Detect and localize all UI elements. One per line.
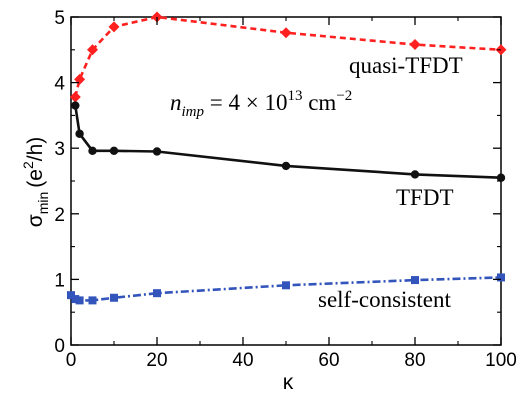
ticks-layer: 0 20 40 60 80 100 0 1 2 3 4 5 (54, 8, 516, 371)
series-label-self-consistent: self-consistent (318, 287, 451, 312)
series-2 (67, 273, 505, 305)
x-tick-label: 20 (146, 350, 167, 371)
annotation-base: n (170, 90, 182, 115)
annotation-sub: imp (182, 104, 205, 120)
y-tick-label: 3 (54, 139, 65, 160)
x-axis-label: κ (283, 371, 294, 394)
annotation-sup: 13 (287, 88, 302, 104)
data-point (87, 44, 98, 56)
data-point (280, 27, 292, 39)
data-point (88, 296, 97, 305)
y-axis-label-unit-end: /h) (24, 137, 47, 162)
y-axis-label: σmin (e2/h) (20, 137, 51, 228)
x-tick-label: 40 (232, 350, 253, 371)
y-tick-label: 1 (54, 270, 65, 291)
data-point (75, 129, 84, 138)
y-axis-label-main: σ (24, 214, 47, 227)
series-1 (71, 101, 506, 182)
data-point (88, 146, 97, 156)
y-tick-label: 4 (54, 74, 65, 95)
x-tick-label: 100 (485, 350, 517, 371)
data-point (411, 276, 419, 285)
y-axis-label-sup: 2 (20, 161, 36, 169)
data-point (153, 289, 161, 298)
x-tick-label: 80 (404, 350, 425, 371)
annotation-unit-sup: −2 (336, 88, 352, 104)
y-tick-label: 0 (54, 336, 65, 357)
data-point (497, 273, 505, 282)
y-tick-label: 2 (54, 205, 65, 226)
data-point (110, 293, 118, 302)
annotation-unit: cm (302, 90, 336, 115)
data-point (67, 291, 75, 300)
data-point (410, 170, 420, 179)
data-point (281, 161, 291, 171)
data-point (69, 91, 81, 103)
data-point (108, 21, 120, 33)
annotation-mid: = 4 × 10 (204, 90, 287, 115)
data-point (496, 173, 506, 182)
series-label-quasi-tfdt: quasi-TFDT (349, 53, 463, 78)
series-line (74, 15, 502, 98)
y-tick-label: 5 (54, 8, 65, 29)
data-point (282, 281, 290, 290)
series-label-tfdt: TFDT (396, 185, 454, 210)
y-axis-label-unit: (e (24, 169, 47, 188)
data-point (71, 295, 80, 304)
y-axis-label-sub: min (35, 192, 51, 215)
data-point (409, 39, 421, 51)
data-point (109, 146, 119, 156)
data-point (71, 101, 80, 110)
x-tick-label: 0 (66, 350, 77, 371)
data-point (75, 296, 84, 305)
annotation-nimp: nimp = 4 × 1013 cm−2 (170, 88, 352, 120)
data-point (152, 147, 162, 156)
x-tick-label: 60 (318, 350, 339, 371)
